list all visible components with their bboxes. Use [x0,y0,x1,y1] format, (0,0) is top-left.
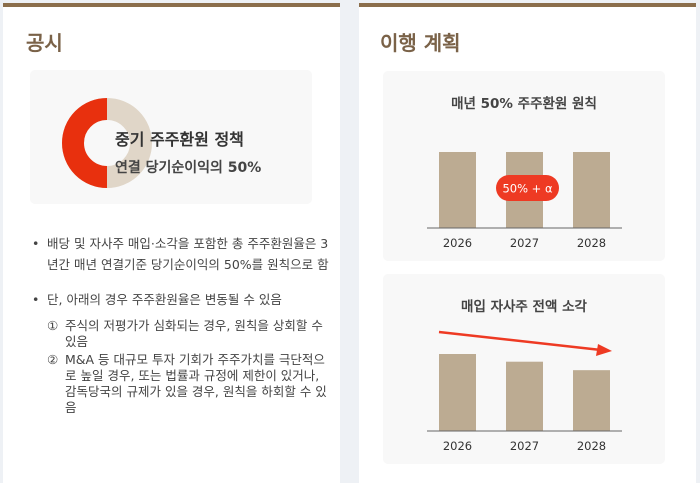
x-tick-label: 2028 [577,439,606,453]
implementation-card: 이행 계획 매년 50% 주주환원 원칙 2026 2027 2028 50% + α… [359,3,696,483]
circled-number: ② [47,352,59,367]
bar-2028 [573,370,610,431]
policy-bullets: • 배당 및 자사주 매입·소각을 포함한 총 주주환원율은 3년간 매년 연결기… [29,233,334,424]
x-tick-label: 2026 [443,236,472,250]
bar-2028 [573,152,610,228]
bullet-icon: • [32,236,40,251]
bullet-text: 배당 및 자사주 매입·소각을 포함한 총 주주환원율은 3년간 매년 연결기준… [47,236,329,272]
section-title: 공시 [26,31,63,55]
bullet-text: 단, 아래의 경우 주주환원율은 변동될 수 있음 [47,292,282,307]
donut-highlight-segment [62,98,108,188]
donut-chart [62,98,152,188]
sub-item-text: M&A 등 대규모 투자 기회가 주주가치를 극단적으로 높일 경우, 또는 법… [65,352,327,415]
payout-chart-panel: 매년 50% 주주환원 원칙 2026 2027 2028 50% + α [383,71,665,261]
disclosure-card: 공시 중기 주주환원 정책 연결 당기순이익의 50% • 배당 및 자사주 매입… [3,3,340,483]
sub-item-text: 주식의 저평가가 심화되는 경우, 원칙을 상회할 수 있음 [65,318,323,349]
bar-2026 [439,152,476,228]
sub-item: ① 주식의 저평가가 심화되는 경우, 원칙을 상회할 수 있음 [29,318,334,350]
cancellation-chart-panel: 매입 자사주 전액 소각 2026 2027 2028 [383,274,665,464]
x-tick-label: 2026 [443,439,472,453]
section-title: 이행 계획 [380,31,461,55]
chart-title: 매년 50% 주주환원 원칙 [451,96,597,112]
policy-subtitle: 연결 당기순이익의 50% [115,160,262,176]
annotation-label: 50% + α [502,182,553,196]
bullet-item: • 단, 아래의 경우 주주환원율은 변동될 수 있음 [29,289,334,310]
x-tick-label: 2027 [510,439,539,453]
trend-arrow-head-icon [596,344,612,356]
policy-summary-panel: 중기 주주환원 정책 연결 당기순이익의 50% [30,70,312,204]
bullet-item: • 배당 및 자사주 매입·소각을 포함한 총 주주환원율은 3년간 매년 연결기… [29,233,334,275]
chart-title: 매입 자사주 전액 소각 [461,299,587,315]
bar-2027 [506,361,543,431]
sub-item: ② M&A 등 대규모 투자 기회가 주주가치를 극단적으로 높일 경우, 또는 … [29,352,334,416]
annotation-pill [496,175,559,201]
trend-arrow-line [438,330,602,352]
payout-bar-chart: 2026 2027 2028 50% + α [427,152,622,250]
bar-2026 [439,354,476,431]
x-tick-label: 2028 [577,236,606,250]
bullet-icon: • [32,292,40,307]
circled-number: ① [47,318,59,333]
policy-title: 중기 주주환원 정책 [115,130,244,149]
cancellation-bar-chart: 2026 2027 2028 [427,330,622,453]
x-tick-label: 2027 [510,236,539,250]
